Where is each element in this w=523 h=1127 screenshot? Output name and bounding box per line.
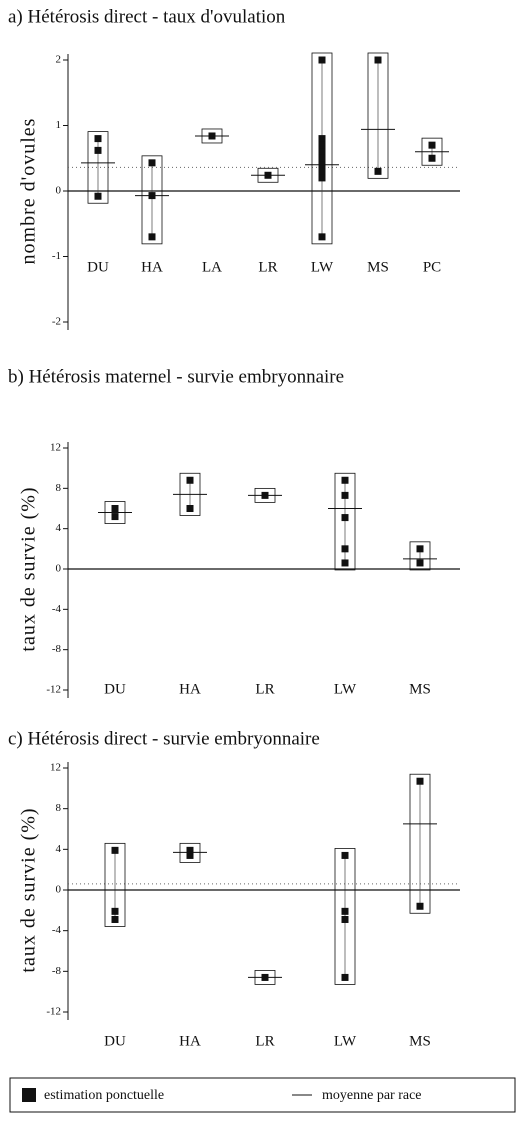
x-tick-label: LW bbox=[311, 259, 334, 275]
legend-box bbox=[9, 1077, 516, 1113]
y-tick-label: 0 bbox=[56, 563, 62, 575]
point bbox=[94, 192, 102, 200]
x-tick-label: HA bbox=[179, 1033, 201, 1049]
point bbox=[111, 907, 119, 915]
point bbox=[341, 973, 349, 981]
y-tick-label: 4 bbox=[56, 843, 62, 855]
chart-title: a) Hétérosis direct - taux d'ovulation bbox=[8, 6, 286, 27]
range-box bbox=[334, 848, 356, 985]
point bbox=[318, 148, 326, 156]
x-tick-label: DU bbox=[87, 259, 109, 275]
range-box bbox=[311, 52, 333, 245]
point bbox=[148, 159, 156, 167]
y-axis-label: taux de survie (%) bbox=[18, 486, 40, 651]
range-box bbox=[409, 773, 431, 914]
y-tick-label: -8 bbox=[52, 643, 62, 655]
y-tick-label: -1 bbox=[52, 250, 61, 262]
point bbox=[94, 146, 102, 154]
y-tick-label: 8 bbox=[56, 802, 62, 814]
range-box bbox=[141, 155, 163, 245]
x-tick-label: LR bbox=[255, 681, 274, 697]
point bbox=[416, 777, 424, 785]
y-tick-label: 12 bbox=[50, 442, 61, 454]
y-tick-label: 1 bbox=[56, 119, 62, 131]
point bbox=[318, 154, 326, 162]
x-tick-label: LR bbox=[255, 1033, 274, 1049]
y-tick-label: -2 bbox=[52, 316, 61, 328]
point bbox=[186, 851, 194, 859]
point bbox=[428, 154, 436, 162]
point bbox=[318, 233, 326, 241]
range-box bbox=[367, 52, 389, 179]
y-axis-label: taux de survie (%) bbox=[18, 807, 40, 972]
y-tick-label: 4 bbox=[56, 522, 62, 534]
x-tick-label: LA bbox=[202, 259, 222, 275]
y-tick-label: 2 bbox=[56, 54, 62, 66]
y-tick-label: -12 bbox=[46, 1006, 61, 1018]
point bbox=[341, 545, 349, 553]
x-tick-label: MS bbox=[367, 259, 389, 275]
y-tick-label: -4 bbox=[52, 924, 62, 936]
point bbox=[318, 167, 326, 175]
x-tick-label: LW bbox=[334, 681, 357, 697]
point bbox=[186, 505, 194, 512]
point bbox=[111, 513, 119, 521]
y-tick-label: -12 bbox=[46, 684, 61, 696]
point bbox=[341, 476, 349, 484]
point bbox=[416, 559, 424, 567]
x-tick-label: DU bbox=[104, 681, 126, 697]
y-tick-label: -4 bbox=[52, 603, 62, 615]
range-box bbox=[87, 131, 109, 204]
chart-title: b) Hétérosis maternel - survie embryonna… bbox=[8, 366, 344, 387]
point bbox=[341, 491, 349, 499]
point bbox=[341, 559, 349, 567]
point bbox=[341, 915, 349, 923]
point bbox=[318, 56, 326, 64]
point bbox=[374, 56, 382, 64]
point bbox=[318, 141, 326, 149]
range-box bbox=[179, 842, 201, 863]
point bbox=[374, 167, 382, 175]
legend-marker-point bbox=[22, 1088, 36, 1102]
range-box bbox=[104, 842, 126, 927]
legend-label: moyenne par race bbox=[322, 1088, 422, 1103]
y-tick-label: 8 bbox=[56, 482, 62, 494]
point bbox=[111, 915, 119, 923]
legend-label: estimation ponctuelle bbox=[44, 1088, 164, 1103]
point bbox=[416, 545, 424, 553]
point bbox=[341, 907, 349, 915]
y-tick-label: 12 bbox=[50, 762, 61, 774]
point bbox=[186, 846, 194, 854]
point bbox=[428, 141, 436, 149]
x-tick-label: DU bbox=[104, 1033, 126, 1049]
x-tick-label: LW bbox=[334, 1033, 357, 1049]
x-tick-label: HA bbox=[179, 681, 201, 697]
x-tick-label: LR bbox=[258, 259, 277, 275]
point bbox=[111, 846, 119, 854]
point bbox=[416, 902, 424, 910]
x-tick-label: PC bbox=[423, 259, 441, 275]
point bbox=[318, 135, 326, 143]
point bbox=[94, 135, 102, 143]
point bbox=[148, 233, 156, 241]
y-tick-label: -8 bbox=[52, 965, 62, 977]
point bbox=[318, 174, 326, 182]
chart-title: c) Hétérosis direct - survie embryonnair… bbox=[8, 728, 320, 749]
range-box bbox=[409, 541, 431, 571]
y-axis-label: nombre d'ovules bbox=[18, 118, 40, 265]
range-box bbox=[334, 472, 356, 571]
point bbox=[111, 505, 119, 512]
y-tick-label: 0 bbox=[56, 185, 62, 197]
x-tick-label: MS bbox=[409, 1033, 431, 1049]
x-tick-label: HA bbox=[141, 259, 163, 275]
y-tick-label: 0 bbox=[56, 884, 62, 896]
point bbox=[341, 851, 349, 859]
point bbox=[341, 514, 349, 522]
point bbox=[186, 476, 194, 484]
x-tick-label: MS bbox=[409, 681, 431, 697]
